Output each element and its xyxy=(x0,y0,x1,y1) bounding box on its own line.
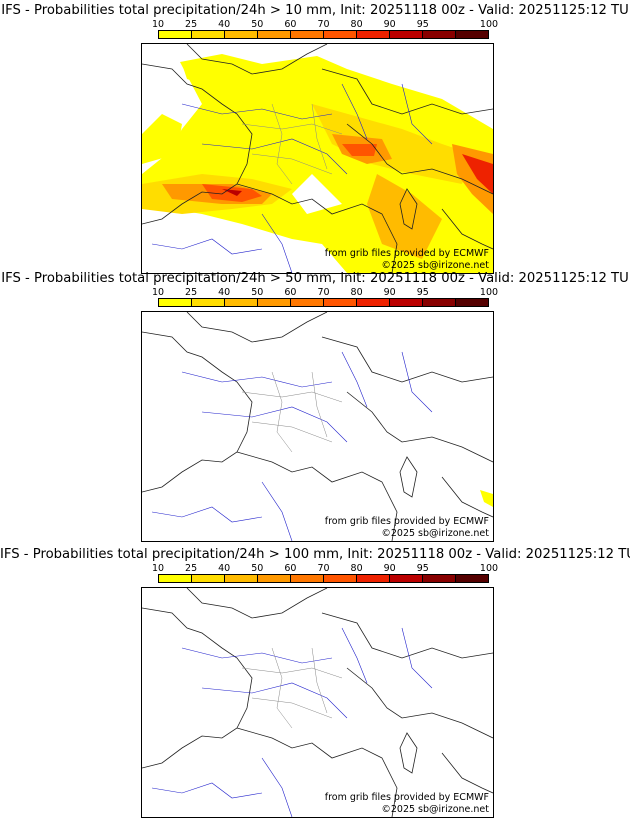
colorbar-swatch xyxy=(456,575,488,582)
colorbar-tick-label: 50 xyxy=(251,287,264,298)
colorbar-swatch xyxy=(225,31,258,38)
precip-probability-shading xyxy=(480,490,493,507)
colorbar-swatch xyxy=(324,575,357,582)
colorbar-ticks: 10 25 40 50 60 70 80 90 95 100 xyxy=(0,563,630,575)
colorbar-swatch xyxy=(423,299,456,306)
colorbar-tick-label: 90 xyxy=(383,563,396,574)
colorbar-tick-label: 80 xyxy=(350,287,363,298)
colorbar-tick-label: 70 xyxy=(317,563,330,574)
colorbar-tick-label: 25 xyxy=(185,19,198,30)
panel-title: IFS - Probabilities total precipitation/… xyxy=(1,271,629,286)
colorbar-tick-label: 10 xyxy=(151,563,165,574)
coastlines xyxy=(142,312,493,541)
copyright-notice: ©2025 sb@irizone.net xyxy=(381,260,489,271)
colorbar-swatch xyxy=(159,31,192,38)
data-source-credit: from grib files provided by ECMWF xyxy=(324,792,489,803)
colorbar-tick-label: 70 xyxy=(317,19,330,30)
rivers xyxy=(151,351,433,541)
admin-borders xyxy=(241,371,343,453)
colorbar-tick-label: 80 xyxy=(350,19,363,30)
colorbar-swatch xyxy=(258,299,291,306)
colorbar-tick-label: 100 xyxy=(479,563,499,574)
colorbar-swatch xyxy=(357,299,390,306)
colorbar-swatch xyxy=(357,31,390,38)
coastlines xyxy=(142,588,493,817)
colorbar-swatch xyxy=(423,31,456,38)
colorbar-swatch xyxy=(192,31,225,38)
data-source-credit: from grib files provided by ECMWF xyxy=(324,516,489,527)
colorbar-swatch xyxy=(324,299,357,306)
colorbar-tick-label: 50 xyxy=(251,563,264,574)
rivers xyxy=(151,627,433,817)
colorbar-ticks: 10 25 40 50 60 70 80 90 95 100 xyxy=(0,287,630,299)
colorbar-tick-label: 25 xyxy=(185,287,198,298)
panel-title: IFS - Probabilities total precipitation/… xyxy=(0,547,630,562)
colorbar-tick-label: 10 xyxy=(151,19,165,30)
rivers xyxy=(151,83,433,273)
probability-map: from grib files provided by ECMWF ©2025 … xyxy=(141,43,494,274)
colorbar-swatch xyxy=(324,31,357,38)
map-graphic xyxy=(142,588,493,817)
colorbar-swatch xyxy=(291,575,324,582)
colorbar-swatch xyxy=(357,575,390,582)
colorbar-tick-label: 40 xyxy=(218,563,231,574)
colorbar-swatch xyxy=(291,299,324,306)
colorbar-swatch xyxy=(291,31,324,38)
colorbar-tick-label: 60 xyxy=(284,19,297,30)
colorbar-swatch xyxy=(192,575,225,582)
colorbar xyxy=(158,574,489,583)
colorbar-tick-label: 40 xyxy=(218,287,231,298)
colorbar-tick-label: 80 xyxy=(350,563,363,574)
copyright-notice: ©2025 sb@irizone.net xyxy=(381,804,489,815)
colorbar-tick-label: 90 xyxy=(383,287,396,298)
colorbar-swatch xyxy=(456,31,488,38)
colorbar-tick-label: 25 xyxy=(185,563,198,574)
admin-borders xyxy=(241,647,343,729)
colorbar xyxy=(158,30,489,39)
colorbar-swatch xyxy=(159,575,192,582)
colorbar-tick-label: 100 xyxy=(479,287,499,298)
map-graphic xyxy=(142,44,493,273)
colorbar-swatch xyxy=(258,575,291,582)
colorbar-ticks: 10 25 40 50 60 70 80 90 95 100 xyxy=(0,19,630,31)
colorbar-tick-label: 95 xyxy=(416,563,429,574)
colorbar-swatch xyxy=(390,299,423,306)
colorbar-tick-label: 95 xyxy=(416,19,429,30)
colorbar-tick-label: 50 xyxy=(251,19,264,30)
data-source-credit: from grib files provided by ECMWF xyxy=(324,248,489,259)
admin-borders xyxy=(241,103,343,185)
colorbar-tick-label: 95 xyxy=(416,287,429,298)
colorbar-tick-label: 60 xyxy=(284,287,297,298)
colorbar-tick-label: 40 xyxy=(218,19,231,30)
colorbar-swatch xyxy=(159,299,192,306)
colorbar-swatch xyxy=(258,31,291,38)
colorbar xyxy=(158,298,489,307)
colorbar-swatch xyxy=(225,299,258,306)
colorbar-tick-label: 70 xyxy=(317,287,330,298)
colorbar-tick-label: 10 xyxy=(151,287,165,298)
colorbar-tick-label: 90 xyxy=(383,19,396,30)
probability-map: from grib files provided by ECMWF ©2025 … xyxy=(141,587,494,818)
colorbar-swatch xyxy=(390,575,423,582)
colorbar-tick-label: 100 xyxy=(479,19,499,30)
map-graphic xyxy=(142,312,493,541)
copyright-notice: ©2025 sb@irizone.net xyxy=(381,528,489,539)
probability-map: from grib files provided by ECMWF ©2025 … xyxy=(141,311,494,542)
colorbar-swatch xyxy=(192,299,225,306)
colorbar-swatch xyxy=(390,31,423,38)
panel-title: IFS - Probabilities total precipitation/… xyxy=(1,3,629,18)
colorbar-swatch xyxy=(423,575,456,582)
colorbar-swatch xyxy=(456,299,488,306)
colorbar-swatch xyxy=(225,575,258,582)
colorbar-tick-label: 60 xyxy=(284,563,297,574)
